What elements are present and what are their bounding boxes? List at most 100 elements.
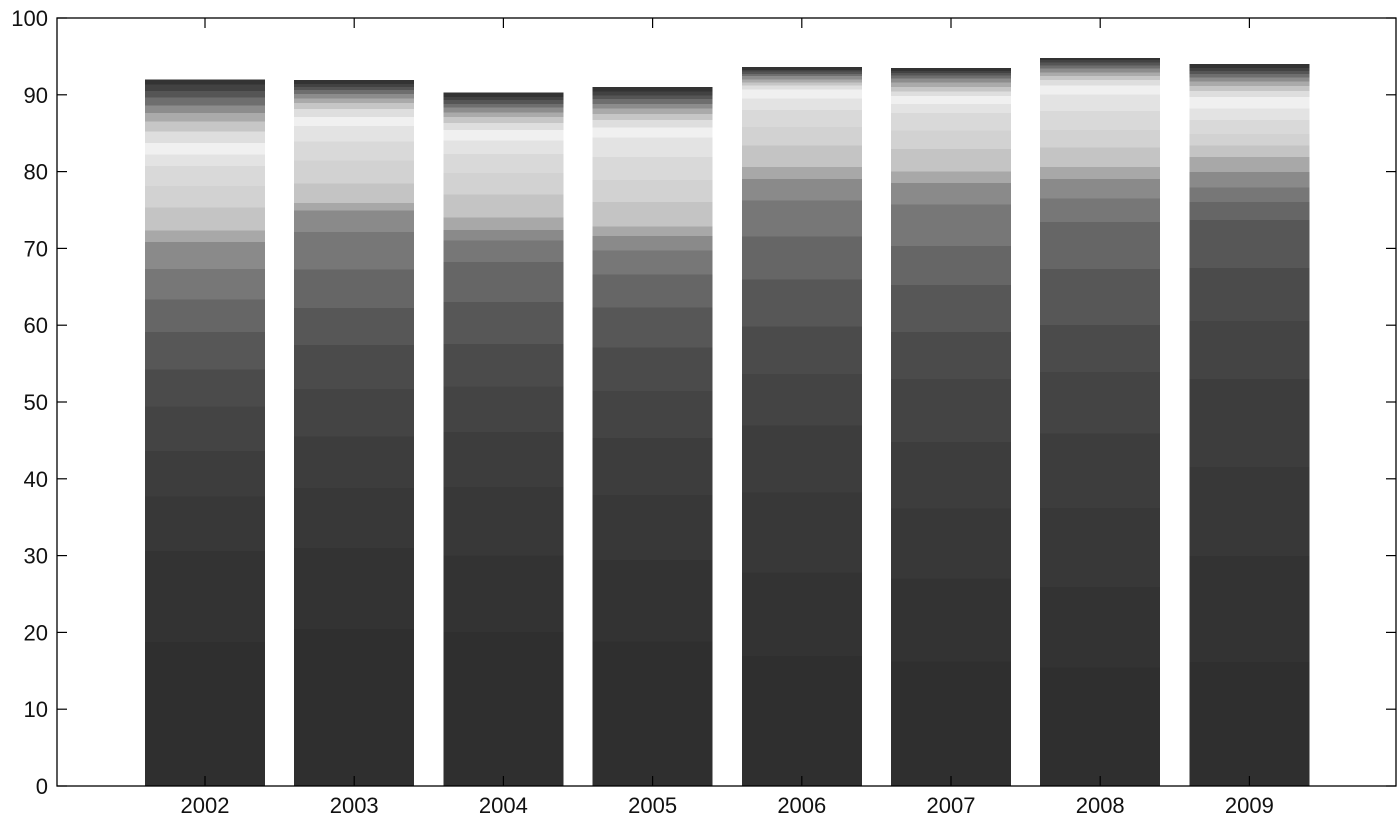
bar-segment	[443, 486, 564, 556]
bar-segment	[1189, 107, 1310, 120]
bar-segment	[1189, 466, 1310, 557]
bar-segment	[741, 373, 862, 426]
bar-segment	[741, 178, 862, 201]
bar-segment	[741, 73, 862, 77]
bar-segment	[294, 344, 415, 389]
y-tick-label: 40	[24, 467, 48, 492]
bar-segment	[741, 70, 862, 74]
bar-segment	[741, 655, 862, 787]
bar-segment	[1040, 166, 1161, 180]
bar-segment	[741, 491, 862, 573]
bar-segment	[891, 378, 1011, 442]
bar-segment	[443, 385, 564, 432]
bar-segment	[891, 77, 1011, 83]
bar-segment	[145, 641, 265, 787]
bar-segment	[145, 153, 265, 167]
bar-segment	[294, 89, 415, 94]
bar-segment	[145, 550, 265, 643]
bar-segment	[1189, 156, 1310, 173]
bar-segment	[443, 96, 564, 101]
bar-segment	[891, 331, 1011, 379]
bar-segment	[1040, 371, 1161, 434]
bar-stack-2007	[891, 67, 1011, 787]
bar-stack-2003	[294, 80, 415, 787]
bar-segment	[891, 81, 1011, 87]
bar-segment	[145, 90, 265, 98]
bar-segment	[592, 273, 713, 308]
y-tick-label: 80	[24, 160, 48, 185]
bar-segment	[1189, 144, 1310, 157]
bar-segment	[741, 78, 862, 83]
bar-stack-2005	[592, 87, 713, 787]
bar-segment	[741, 88, 862, 99]
bar-segment	[443, 111, 564, 117]
bar-segment	[1189, 555, 1310, 663]
bar-segment	[1040, 221, 1161, 269]
bar-segment	[592, 235, 713, 251]
bar-segment	[741, 325, 862, 375]
bar-segment	[1040, 432, 1161, 508]
bar-segment	[891, 74, 1011, 79]
bar-segment	[891, 170, 1011, 183]
bar-segment	[294, 102, 415, 110]
bar-segment	[741, 166, 862, 180]
bar-segment	[294, 86, 415, 91]
bar-segment	[891, 182, 1011, 205]
bar-segment	[145, 165, 265, 187]
bar-segment	[145, 185, 265, 208]
bar-segment	[1040, 666, 1161, 787]
bar-segment	[294, 628, 415, 787]
bar-segment	[592, 119, 713, 128]
bar-segment	[443, 140, 564, 154]
bar-segment	[592, 90, 713, 96]
bar-segment	[1189, 67, 1310, 71]
bar-segment	[891, 577, 1011, 662]
bar-segment	[592, 156, 713, 180]
bar-segment	[1040, 75, 1161, 81]
bar-segment	[1189, 219, 1310, 269]
bar-segment	[1189, 320, 1310, 379]
bar-segment	[741, 200, 862, 237]
bar-segment	[1189, 201, 1310, 220]
bar-stack-2002	[145, 79, 265, 787]
bar-segment	[443, 92, 564, 97]
x-tick-label: 2008	[1076, 793, 1125, 816]
bar-stack-2008	[1040, 57, 1161, 787]
bar-segment	[1040, 94, 1161, 111]
bar-segment	[1040, 197, 1161, 223]
bar-segment	[741, 69, 862, 72]
bar-segment	[443, 116, 564, 124]
bar-segment	[1189, 73, 1310, 78]
bar-segment	[741, 97, 862, 110]
bar-segment	[145, 97, 265, 106]
y-tick-label: 90	[24, 83, 48, 108]
bar-segment	[1189, 96, 1310, 109]
bar-segment	[592, 98, 713, 104]
bar-segment	[294, 388, 415, 437]
bar-segment	[294, 183, 415, 203]
bar-segment	[592, 127, 713, 138]
labels-layer: 0 10 20 30 40 50 60 70 80 90 100 2002 2003 2004 2005 20…	[11, 6, 1274, 816]
bar-segment	[294, 547, 415, 630]
bar-segment	[1189, 77, 1310, 82]
y-tick-label: 10	[24, 697, 48, 722]
bar-segment	[145, 299, 265, 332]
bar-segment	[294, 202, 415, 211]
bar-segment	[592, 179, 713, 203]
bar-segment	[443, 99, 564, 104]
bar-segment	[294, 231, 415, 270]
bar-segment	[145, 241, 265, 269]
bar-segment	[741, 67, 862, 71]
bar-segment	[592, 107, 713, 114]
bar-segment	[1040, 324, 1161, 372]
bar-segment	[741, 236, 862, 280]
axes-layer	[56, 17, 1397, 787]
bar-segment	[1040, 71, 1161, 77]
bar-segment	[294, 80, 415, 84]
bar-segment	[741, 126, 862, 146]
bar-segment	[891, 284, 1011, 332]
y-tick-label: 20	[24, 620, 48, 645]
bar-segment	[1189, 133, 1310, 146]
bar-segment	[1040, 84, 1161, 95]
